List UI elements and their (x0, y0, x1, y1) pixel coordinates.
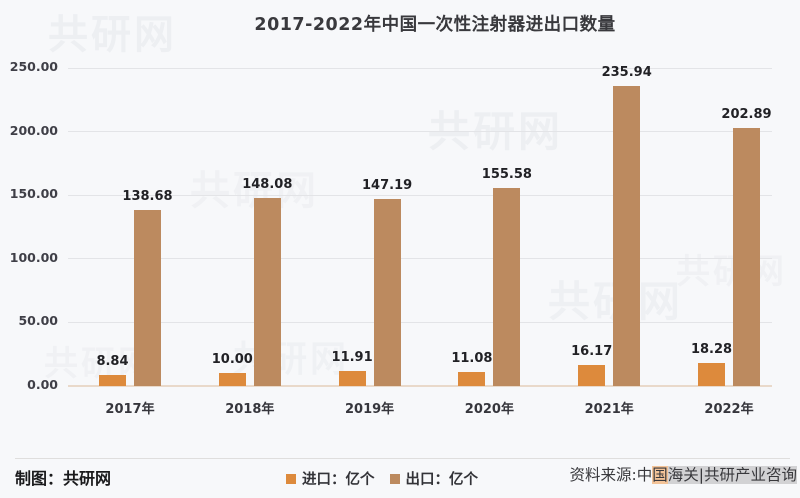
bar-import-2022年 (698, 362, 725, 386)
gridline-100 (68, 258, 772, 260)
x-axis-tick-2019年: 2019年 (345, 402, 395, 417)
bar-value-import-2020年: 11.08 (451, 350, 493, 366)
bar-import-2021年 (578, 365, 606, 386)
watermark-text: 共研网 (676, 252, 787, 292)
bar-value-export-2019年: 147.19 (362, 177, 413, 193)
source-segment-2: 海关|共研产业咨询 (667, 466, 797, 484)
x-axis-tick-2018年: 2018年 (225, 402, 275, 417)
bar-value-import-2021年: 16.17 (571, 344, 613, 360)
bar-value-import-2017年: 8.84 (96, 353, 129, 369)
y-axis-tick-250: 250.00 (9, 59, 58, 74)
x-axis-tick-2022年: 2022年 (704, 402, 754, 417)
source-text: 资料来源:中国海关|共研产业咨询 (570, 463, 797, 485)
x-axis-tick-2017年: 2017年 (105, 402, 155, 417)
legend-item-1: 出口：亿个 (389, 468, 479, 489)
y-axis-tick-150: 150.00 (9, 186, 58, 202)
watermark-text: 共研网 (428, 107, 564, 156)
gridline-250 (68, 67, 772, 69)
legend-swatch-icon (286, 473, 296, 484)
x-axis-tick-2021年: 2021年 (584, 402, 634, 417)
bar-import-2018年 (218, 373, 246, 386)
legend-label: 进口：亿个 (302, 472, 375, 488)
y-axis-tick-200: 200.00 (9, 122, 58, 138)
source-segment-0: 资料来源:中 (569, 466, 653, 484)
legend-swatch-icon (389, 473, 400, 484)
bar-export-2022年 (733, 127, 760, 386)
y-axis-tick-50: 50.00 (18, 313, 58, 329)
credit-text: 制图：共研网 (15, 469, 112, 488)
gridline-50 (68, 321, 772, 323)
gridline-150 (68, 194, 772, 196)
legend-item-0: 进口：亿个 (286, 468, 375, 489)
y-axis-tick-0: 0.00 (27, 377, 58, 392)
chart-title: 2017-2022年中国一次性注射器进出口数量 (254, 15, 616, 35)
bar-import-2017年 (99, 374, 126, 386)
chart-legend: 进口：亿个 出口：亿个 (286, 468, 478, 489)
bar-value-export-2022年: 202.89 (721, 106, 772, 122)
x-axis-tick-2020年: 2020年 (464, 402, 514, 417)
bar-export-2020年 (493, 188, 521, 386)
bar-export-2017年 (134, 209, 161, 386)
bar-value-export-2018年: 148.08 (242, 176, 293, 192)
bar-value-export-2021年: 235.94 (601, 64, 652, 80)
bar-value-import-2019年: 11.91 (331, 349, 373, 365)
bar-value-export-2020年: 155.58 (481, 167, 532, 183)
gridline-200 (68, 131, 772, 133)
bar-import-2020年 (458, 371, 486, 386)
bar-export-2019年 (373, 198, 401, 386)
source-segment-1: 国 (652, 466, 668, 484)
bar-import-2019年 (338, 370, 366, 386)
bar-value-import-2018年: 10.00 (211, 352, 253, 368)
bar-export-2018年 (253, 197, 281, 386)
y-axis-tick-100: 100.00 (9, 249, 58, 265)
footer-divider (15, 458, 790, 459)
bar-export-2021年 (613, 85, 641, 386)
bar-value-export-2017年: 138.68 (122, 188, 173, 204)
bar-value-import-2022年: 18.28 (690, 341, 733, 357)
legend-label: 出口：亿个 (405, 472, 479, 488)
gridline-0 (68, 385, 772, 387)
